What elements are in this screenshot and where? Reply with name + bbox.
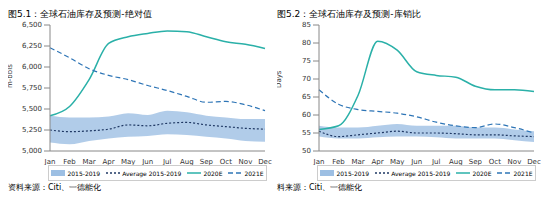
- html-text:料来源：Citi、一德能化: 料来源：Citi、一德能化: [277, 183, 363, 192]
- svg-text:May: May: [121, 158, 135, 165]
- html-text:Average 2015-2019: Average 2015-2019: [391, 169, 451, 177]
- svg-text:5,750: 5,750: [22, 84, 42, 92]
- svg-text:Mar: Mar: [351, 158, 364, 165]
- svg-text:85: 85: [302, 21, 311, 29]
- html-text:2020E: 2020E: [203, 169, 223, 177]
- svg-text:60: 60: [302, 111, 311, 119]
- svg-text:Sep: Sep: [200, 158, 214, 165]
- svg-text:5,250: 5,250: [22, 126, 42, 134]
- svg-text:Oct: Oct: [489, 158, 501, 165]
- svg-text:Aug: Aug: [180, 158, 194, 165]
- svg-text:Jun: Jun: [410, 158, 422, 165]
- svg-text:Dec: Dec: [527, 158, 541, 165]
- svg-text:Jan: Jan: [44, 158, 56, 165]
- svg-text:Apr: Apr: [372, 158, 384, 165]
- svg-text:Jun: Jun: [141, 158, 153, 165]
- html-text:2015-2019: 2015-2019: [336, 169, 370, 177]
- svg-text:70: 70: [302, 75, 311, 83]
- svg-text:Nov: Nov: [239, 158, 253, 165]
- html-text:2021E: 2021E: [244, 169, 264, 177]
- svg-text:Jan: Jan: [313, 158, 325, 165]
- html-text:图5.1：全球石油库存及预测-绝对值: 图5.1：全球石油库存及预测-绝对值: [8, 9, 152, 19]
- svg-text:5,500: 5,500: [22, 105, 42, 113]
- svg-text:75: 75: [302, 57, 311, 65]
- html-text:Average 2015-2019: Average 2015-2019: [122, 169, 182, 177]
- svg-text:Feb: Feb: [63, 158, 76, 165]
- html-text:2015-2019: 2015-2019: [67, 169, 101, 177]
- svg-text:Aug: Aug: [449, 158, 463, 165]
- svg-text:Feb: Feb: [332, 158, 345, 165]
- svg-text:Jul: Jul: [162, 158, 172, 165]
- svg-text:May: May: [390, 158, 404, 165]
- html-text:2020E: 2020E: [472, 169, 492, 177]
- svg-text:6,500: 6,500: [22, 21, 42, 29]
- svg-text:55: 55: [302, 129, 311, 137]
- svg-text:Days: Days: [277, 70, 283, 88]
- html-text:资料来源：Citi、一德能化: 资料来源：Citi、一德能化: [8, 183, 102, 192]
- svg-text:Mar: Mar: [82, 158, 95, 165]
- svg-text:6,000: 6,000: [22, 63, 42, 71]
- svg-text:Dec: Dec: [258, 158, 272, 165]
- html-text:图5.2：全球石油库存及预测-库销比: 图5.2：全球石油库存及预测-库销比: [277, 9, 421, 19]
- svg-text:6,250: 6,250: [22, 42, 42, 50]
- svg-text:Nov: Nov: [508, 158, 522, 165]
- svg-text:65: 65: [302, 93, 311, 101]
- svg-text:80: 80: [302, 39, 311, 47]
- svg-text:5,000: 5,000: [22, 147, 42, 155]
- svg-text:Jul: Jul: [431, 158, 441, 165]
- svg-text:Apr: Apr: [103, 158, 115, 165]
- svg-text:Oct: Oct: [220, 158, 232, 165]
- svg-text:m-bbls: m-bbls: [8, 64, 14, 88]
- html-text:2021E: 2021E: [513, 169, 533, 177]
- svg-text:Sep: Sep: [469, 158, 483, 165]
- svg-text:50: 50: [302, 147, 311, 155]
